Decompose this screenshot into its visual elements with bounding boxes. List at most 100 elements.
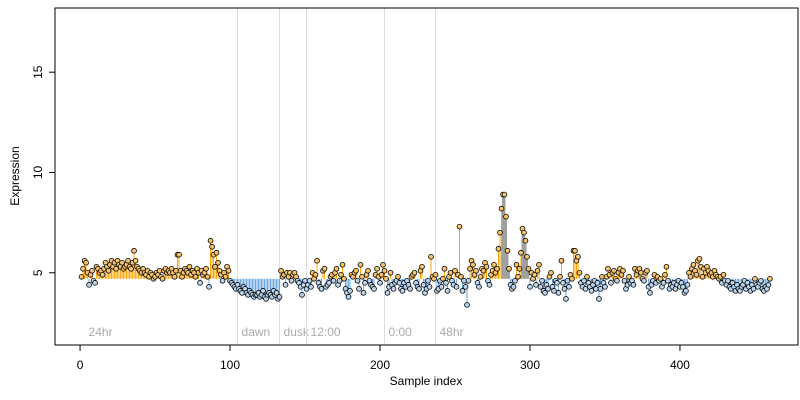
point [80,265,86,272]
point [395,273,401,280]
point [758,278,764,284]
point [501,191,508,198]
point [420,282,427,288]
point [336,278,343,284]
point [765,282,772,288]
point [206,284,212,290]
point [470,261,476,268]
point [588,288,595,294]
point [680,284,686,290]
point [638,269,644,276]
point [569,276,575,282]
point [374,265,380,272]
point [176,251,182,258]
annotation-label: dawn [242,325,271,339]
y-tick-label: 5 [31,269,45,276]
annotation-label: 12:00 [311,325,341,339]
point [516,265,523,272]
point [620,267,626,274]
point [390,286,397,292]
point [599,273,605,280]
x-tick-label: 300 [520,358,540,372]
point [92,280,98,286]
point [582,286,589,292]
point [503,213,509,220]
point [416,286,422,292]
point [173,267,179,274]
point [534,267,541,274]
point [371,286,377,292]
point [513,261,520,268]
point [333,265,340,272]
point [683,288,689,294]
point [326,280,332,286]
point [213,249,220,256]
point [119,259,125,266]
point [522,237,529,244]
point [383,276,389,282]
point [611,267,617,274]
point [432,271,439,278]
x-tick-label: 400 [670,358,690,372]
point [339,261,346,268]
point [524,253,530,260]
point [399,288,406,294]
point [662,271,668,278]
point [557,273,563,280]
annotation-label: 0:00 [389,325,413,339]
point [354,278,361,284]
point [215,259,221,266]
point [128,265,134,272]
point [525,265,532,272]
point [407,286,413,292]
point [644,267,650,274]
point [495,245,502,252]
point [207,237,214,244]
point [693,271,700,278]
point [461,278,467,284]
point [596,296,602,302]
point [186,263,193,270]
point [260,288,266,294]
point [411,269,418,276]
point [203,265,209,272]
point [387,269,394,276]
point [426,284,433,290]
point [572,247,578,254]
point [212,263,218,270]
point [548,269,554,276]
point [531,271,538,278]
point [696,255,703,262]
point [321,265,328,272]
point [204,273,211,280]
point [630,282,637,288]
point [438,284,445,290]
point [125,257,131,264]
point [576,269,583,276]
point [558,257,565,264]
point [725,278,731,284]
point [273,290,280,296]
point [504,247,511,254]
point [473,267,479,274]
point [597,286,604,292]
point [86,282,92,288]
point [486,282,493,288]
point [341,276,347,282]
point [365,267,371,274]
point [594,280,601,286]
point [308,284,314,290]
point [512,278,518,284]
point [99,271,106,278]
point [581,278,587,284]
y-axis-label: Expression [8,146,22,205]
point [602,284,608,290]
point [545,286,551,292]
point [458,273,464,280]
point [690,261,697,268]
point [378,271,385,278]
point [510,284,517,290]
point [443,280,449,286]
point [498,205,505,212]
point [750,286,757,292]
